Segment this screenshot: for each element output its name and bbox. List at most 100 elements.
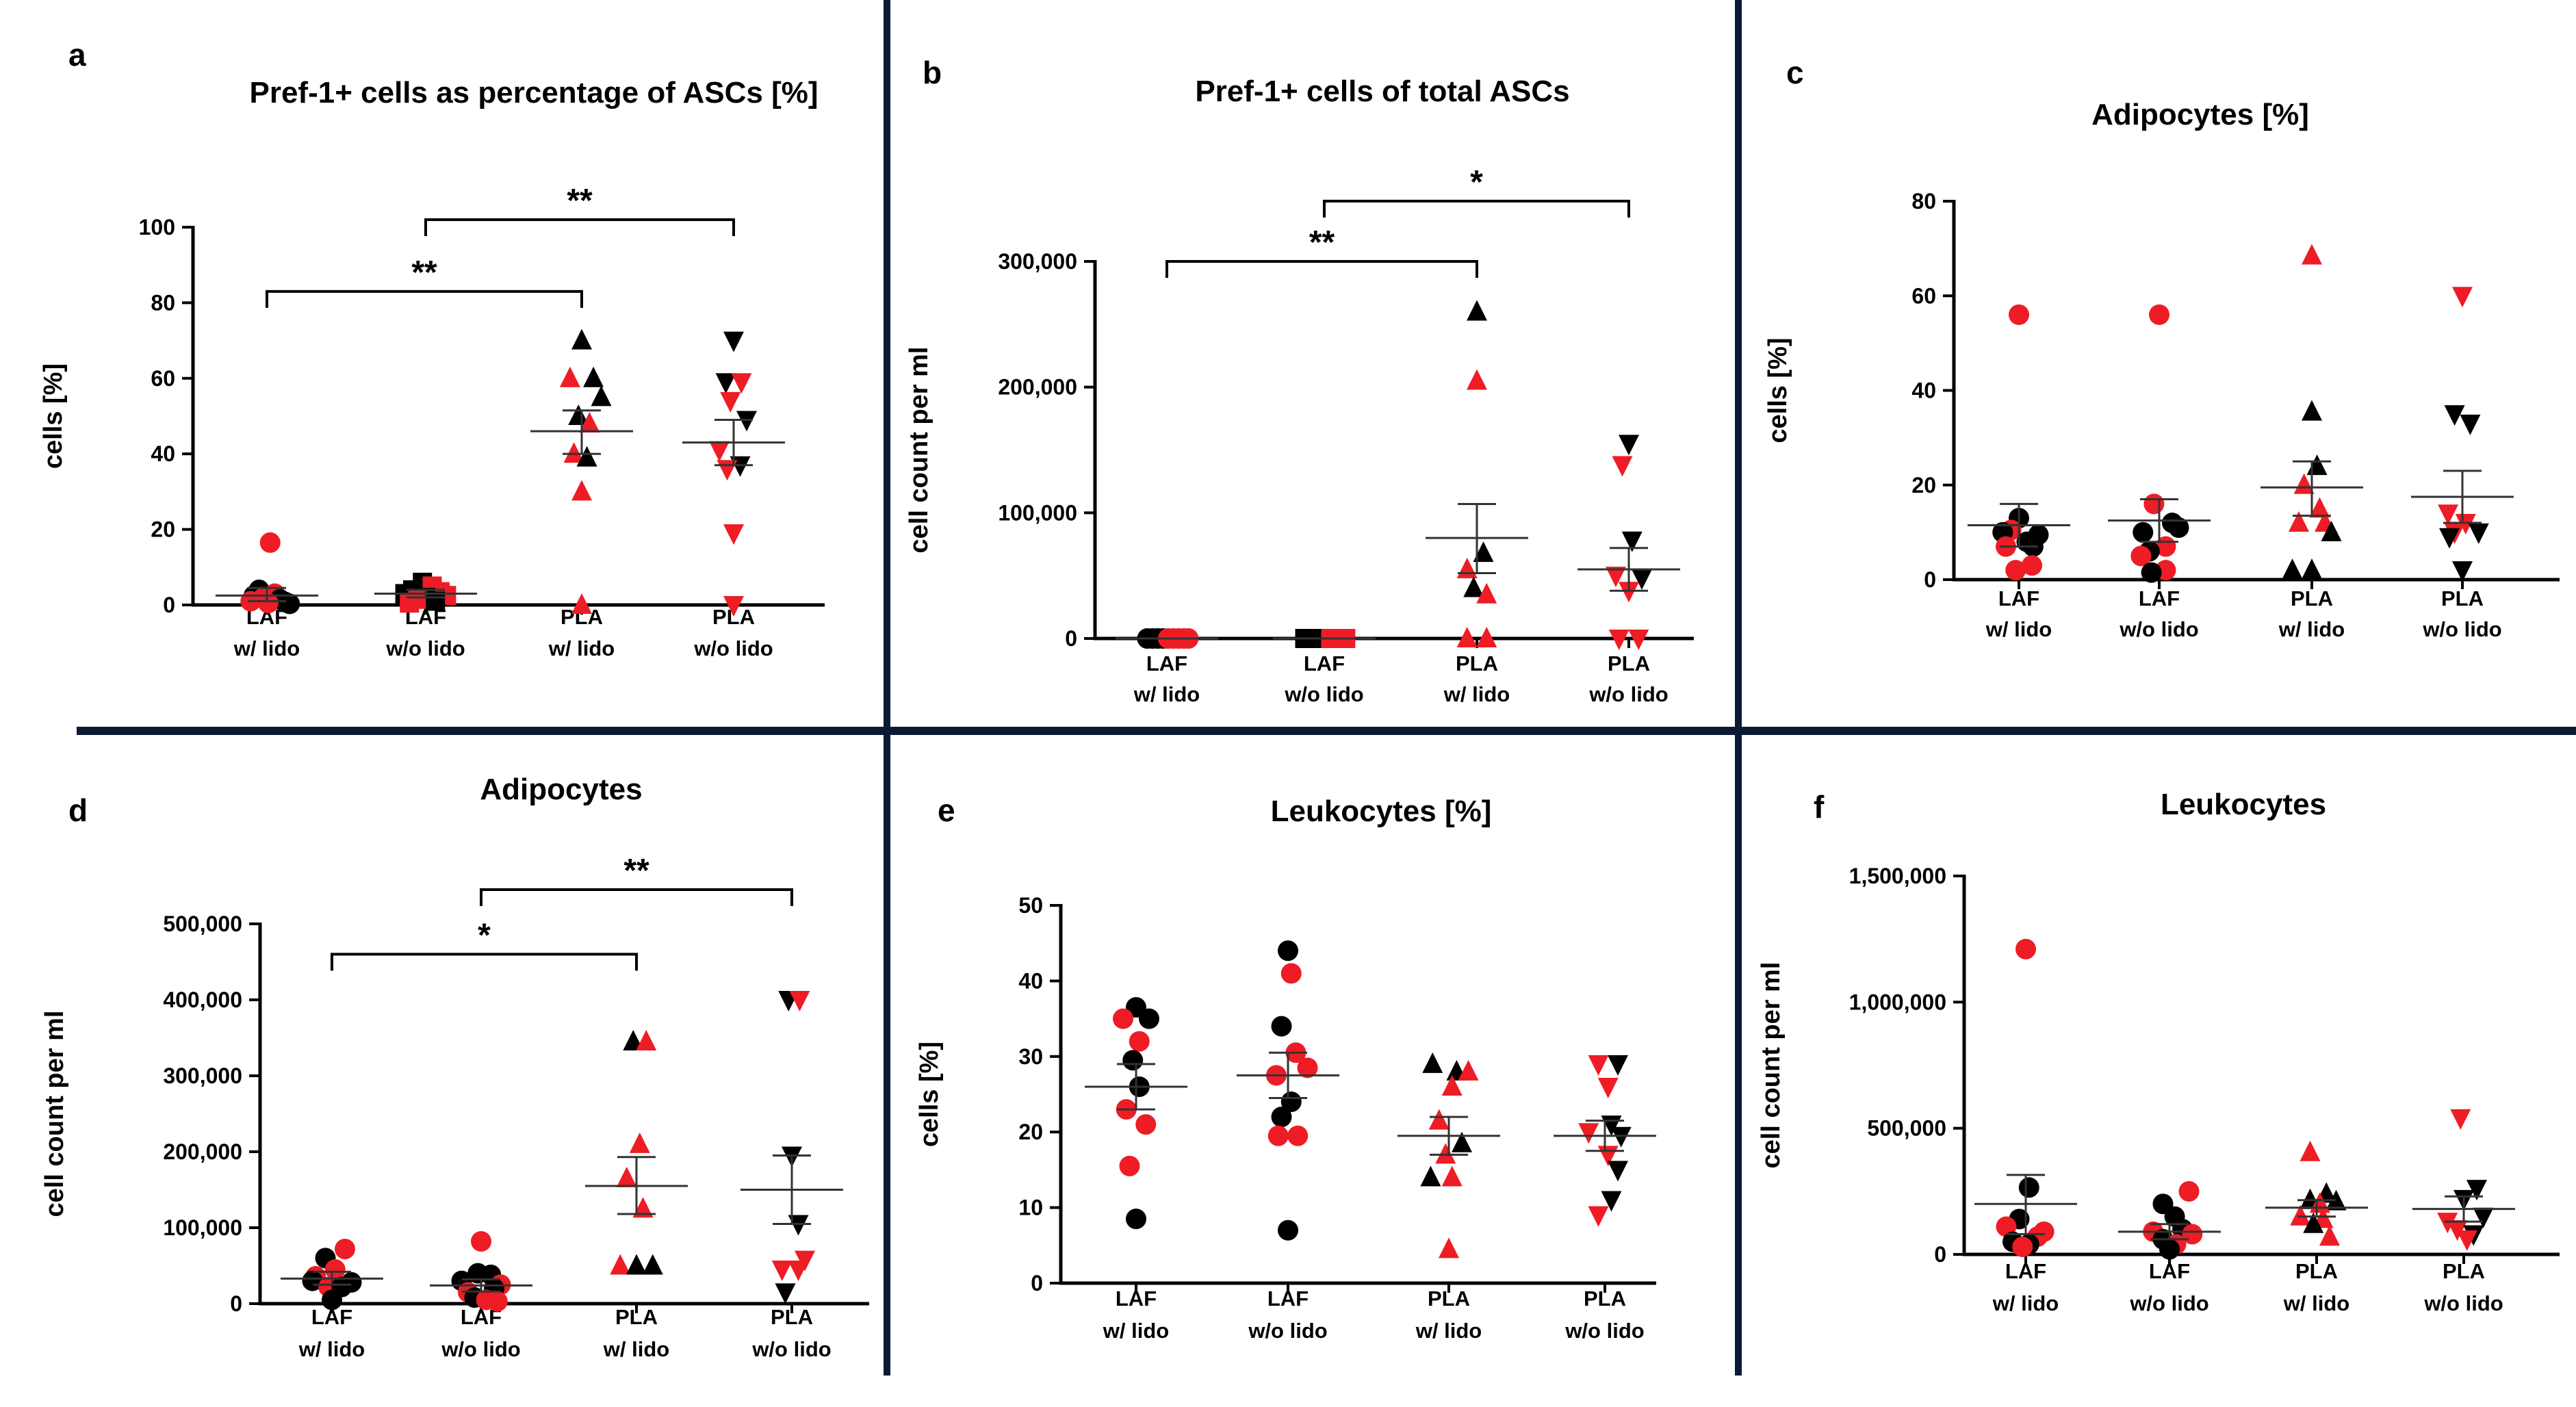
data-point — [771, 1261, 793, 1282]
y-tick-label: 60 — [151, 366, 175, 391]
y-tick-label: 1,000,000 — [1849, 990, 1946, 1014]
data-point — [259, 532, 281, 553]
category-label-line2: w/ lido — [1992, 1291, 2059, 1315]
y-tick-label: 0 — [1065, 626, 1077, 651]
category-label-line2: w/ lido — [1133, 682, 1200, 706]
data-point — [1606, 567, 1626, 588]
significance-bracket: ** — [480, 853, 793, 907]
data-point — [1122, 1050, 1144, 1071]
panel-title: Adipocytes — [480, 773, 642, 806]
data-point — [2468, 523, 2489, 544]
data-point — [1280, 963, 1302, 984]
y-tick-label: 500,000 — [1867, 1116, 1946, 1141]
panel-a: a Pref-1+ cells as percentage of ASCs [%]… — [39, 37, 825, 660]
y-tick-label: 40 — [1018, 968, 1043, 993]
significance-label: * — [478, 917, 491, 953]
y-tick-label: 50 — [1018, 893, 1043, 918]
data-point — [2438, 504, 2459, 526]
series-group — [1426, 300, 1528, 647]
data-point — [1280, 1092, 1302, 1113]
data-point — [1441, 1165, 1463, 1187]
category-label-line1: PLA — [2441, 586, 2484, 610]
significance-label: ** — [411, 255, 437, 291]
data-point — [335, 1239, 355, 1260]
data-point — [636, 1030, 657, 1051]
data-point — [723, 596, 744, 617]
data-point — [1113, 1008, 1133, 1029]
data-point — [1476, 627, 1497, 647]
data-point — [2460, 414, 2481, 435]
data-point — [487, 1291, 508, 1312]
panel-title: Leukocytes — [2161, 788, 2326, 821]
series-group — [430, 1230, 532, 1312]
panel-letter: d — [68, 792, 88, 828]
y-axis-label: cell count per ml — [905, 347, 933, 554]
category-label-line2: w/o lido — [693, 636, 773, 660]
category-label-line1: PLA — [2295, 1259, 2338, 1283]
category-label-line1: PLA — [1608, 651, 1650, 675]
y-tick-label: 100 — [139, 215, 175, 240]
data-point — [1588, 1055, 1609, 1076]
data-point — [2452, 561, 2473, 582]
y-tick-label: 10 — [1018, 1196, 1043, 1220]
series-group — [1577, 435, 1680, 650]
data-point — [324, 1259, 346, 1280]
y-axis-label: cells [%] — [39, 363, 68, 469]
panel-title: Pref-1+ cells as percentage of ASCs [%] — [249, 76, 818, 109]
category-label-line2: w/ lido — [548, 636, 615, 660]
data-point — [1628, 630, 1649, 650]
data-point — [736, 411, 757, 432]
data-point — [2444, 405, 2465, 426]
panel-title: Adipocytes [%] — [2091, 98, 2309, 131]
data-point — [2439, 528, 2460, 549]
panel-letter: b — [923, 55, 942, 90]
divider-vertical-1 — [884, 0, 890, 1376]
data-point — [583, 366, 604, 387]
data-point — [1476, 582, 1497, 604]
data-point — [2437, 1213, 2458, 1234]
series-group — [1085, 997, 1187, 1230]
data-point — [788, 1215, 809, 1236]
y-axis-label: cell count per ml — [1757, 962, 1786, 1169]
panel-e: e Leukocytes [%] cells [%] 0 10 20 30 40 50 LAF w/… — [915, 792, 1656, 1343]
data-point — [1463, 576, 1484, 597]
data-point — [2321, 520, 2342, 541]
y-tick-label: 400,000 — [163, 988, 242, 1012]
divider-vertical-2 — [1735, 0, 1742, 1376]
data-point — [2130, 545, 2152, 567]
data-point — [1126, 1209, 1146, 1230]
y-tick-label: 80 — [151, 290, 175, 315]
data-point — [1420, 1165, 1441, 1187]
data-point — [1278, 1219, 1298, 1241]
divider-horizontal — [77, 727, 2576, 735]
category-label-line1: LAF — [2005, 1259, 2046, 1283]
category-label-line1: LAF — [1146, 651, 1187, 675]
series-group — [740, 991, 843, 1304]
series-group — [585, 1030, 688, 1275]
series-group — [2118, 1180, 2221, 1260]
panel-letter: c — [1786, 55, 1804, 90]
y-tick-label: 20 — [151, 517, 175, 542]
data-point — [2319, 1225, 2340, 1246]
data-point — [1271, 1016, 1292, 1037]
series-group — [1273, 629, 1376, 648]
data-point — [2149, 304, 2169, 325]
category-label-line2: w/o lido — [385, 636, 465, 660]
data-point — [2450, 1109, 2471, 1130]
panel-letter: f — [1814, 789, 1825, 825]
category-label-line2: w/ lido — [1985, 617, 2052, 641]
data-point — [1610, 1126, 1632, 1148]
category-label-line1: PLA — [1584, 1287, 1626, 1311]
category-label-line1: PLA — [1428, 1287, 1470, 1311]
category-label-line2: w/ lido — [1103, 1319, 1169, 1343]
series-group — [2411, 287, 2514, 582]
data-point — [1452, 1131, 1472, 1152]
data-point — [1439, 1237, 1459, 1258]
category-label-line2: w/ lido — [2283, 1291, 2349, 1315]
data-point — [775, 1283, 796, 1304]
category-label-line1: PLA — [2443, 1259, 2485, 1283]
significance-label: ** — [623, 853, 649, 889]
data-point — [715, 373, 736, 394]
y-tick-label: 0 — [1031, 1271, 1043, 1295]
